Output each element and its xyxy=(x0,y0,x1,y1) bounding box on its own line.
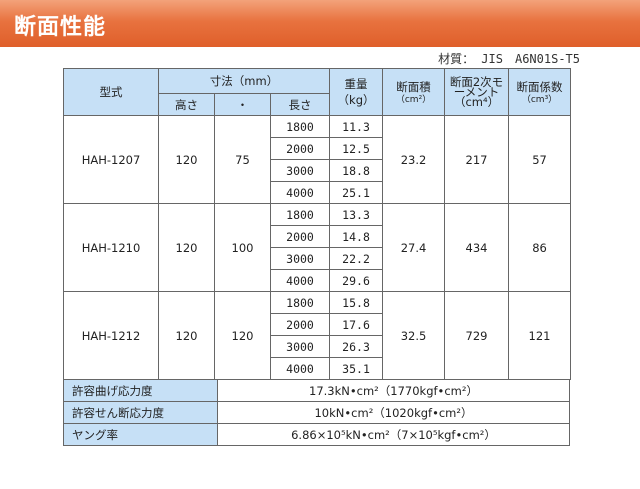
weight-cell: 18.8 xyxy=(329,159,384,182)
length-cell: 4000 xyxy=(269,181,331,204)
length-cell: 1800 xyxy=(269,291,331,314)
stress-value: 17.3kN•cm²（1770kgf•cm²） xyxy=(217,379,570,402)
weight-cell: 15.8 xyxy=(329,291,384,314)
model-cell: HAH-1210 xyxy=(63,203,159,292)
model-cell: HAH-1212 xyxy=(63,291,159,380)
length-cell: 2000 xyxy=(269,137,331,160)
weight-cell: 29.6 xyxy=(329,269,384,292)
width-cell: 75 xyxy=(214,115,271,204)
moment-cell: 729 xyxy=(444,291,510,380)
table-row: 2000 17.6 xyxy=(64,313,571,336)
area-cell: 27.4 xyxy=(382,203,446,292)
header-dimensions: 寸法（mm） xyxy=(157,68,331,94)
length-cell: 3000 xyxy=(269,335,331,358)
weight-cell: 14.8 xyxy=(329,225,384,248)
spec-table: 型式 寸法（mm） 重量 （kg） 断面積 （cm²） 断面2次モーメント （cm⁴）… xyxy=(63,68,572,380)
table-row: HAH-1207 120 75 1800 11.3 23.2 217 57 xyxy=(63,115,572,204)
length-cell: 2000 xyxy=(269,313,331,336)
table-row: 許容せん断応力度 10kN•cm²（1020kgf•cm²） xyxy=(63,401,570,424)
length-cell: 1800 xyxy=(269,115,331,138)
page-title: 断面性能 xyxy=(14,15,107,40)
table-row: 4000 35.1 xyxy=(64,357,571,380)
stress-value: 10kN•cm²（1020kgf•cm²） xyxy=(217,401,570,424)
table-row: 許容曲げ応力度 17.3kN•cm²（1770kgf•cm²） xyxy=(63,379,570,402)
stress-label: ヤング率 xyxy=(63,423,218,446)
weight-cell: 25.1 xyxy=(329,181,384,204)
width-cell: 100 xyxy=(214,203,271,292)
length-cell: 3000 xyxy=(269,247,331,270)
table-row: 3000 26.3 xyxy=(64,335,571,358)
area-cell: 23.2 xyxy=(382,115,446,204)
area-cell: 32.5 xyxy=(382,291,446,380)
weight-cell: 11.3 xyxy=(329,115,384,138)
length-cell: 1800 xyxy=(269,203,331,226)
stress-table: 許容曲げ応力度 17.3kN•cm²（1770kgf•cm²） 許容せん断応力度 10… xyxy=(63,379,570,446)
table-row: HAH-1212 120 120 1800 15.8 32.5 729 121 xyxy=(63,291,572,380)
table-row: 4000 25.1 xyxy=(64,181,571,204)
header-dot: ・ xyxy=(214,93,271,116)
weight-cell: 22.2 xyxy=(329,247,384,270)
table-row: 3000 22.2 xyxy=(64,247,571,270)
modulus-cell: 86 xyxy=(508,203,572,292)
height-cell: 120 xyxy=(158,291,215,380)
weight-cell: 35.1 xyxy=(329,357,384,380)
table-row: HAH-1210 120 100 1800 13.3 27.4 434 86 xyxy=(63,203,572,292)
weight-cell: 12.5 xyxy=(329,137,384,160)
header-modulus: 断面係数 （cm³） xyxy=(508,68,572,116)
model-cell: HAH-1207 xyxy=(63,115,159,204)
height-cell: 120 xyxy=(158,203,215,292)
height-cell: 120 xyxy=(158,115,215,204)
weight-cell: 26.3 xyxy=(329,335,384,358)
length-cell: 4000 xyxy=(269,269,331,292)
length-cell: 2000 xyxy=(269,225,331,248)
moment-cell: 217 xyxy=(444,115,510,204)
section-header: 断面性能 xyxy=(0,0,640,47)
header-moment: 断面2次モーメント （cm⁴） xyxy=(444,68,510,116)
material-spec: 材質： JIS A6N01S-T5 xyxy=(438,52,580,66)
stress-label: 許容曲げ応力度 xyxy=(63,379,218,402)
length-cell: 4000 xyxy=(269,357,331,380)
weight-cell: 13.3 xyxy=(329,203,384,226)
modulus-cell: 121 xyxy=(508,291,572,380)
moment-cell: 434 xyxy=(444,203,510,292)
stress-label: 許容せん断応力度 xyxy=(63,401,218,424)
header-area: 断面積 （cm²） xyxy=(382,68,446,116)
table-row: ヤング率 6.86×10⁵kN•cm²（7×10⁵kgf•cm²） xyxy=(63,423,570,446)
header-height: 高さ xyxy=(158,93,215,116)
weight-cell: 17.6 xyxy=(329,313,384,336)
length-cell: 3000 xyxy=(269,159,331,182)
header-length: 長さ xyxy=(269,93,331,116)
header-weight: 重量 （kg） xyxy=(329,68,384,116)
header-model: 型式 xyxy=(63,68,159,116)
width-cell: 120 xyxy=(214,291,271,380)
modulus-cell: 57 xyxy=(508,115,572,204)
stress-value: 6.86×10⁵kN•cm²（7×10⁵kgf•cm²） xyxy=(217,423,570,446)
